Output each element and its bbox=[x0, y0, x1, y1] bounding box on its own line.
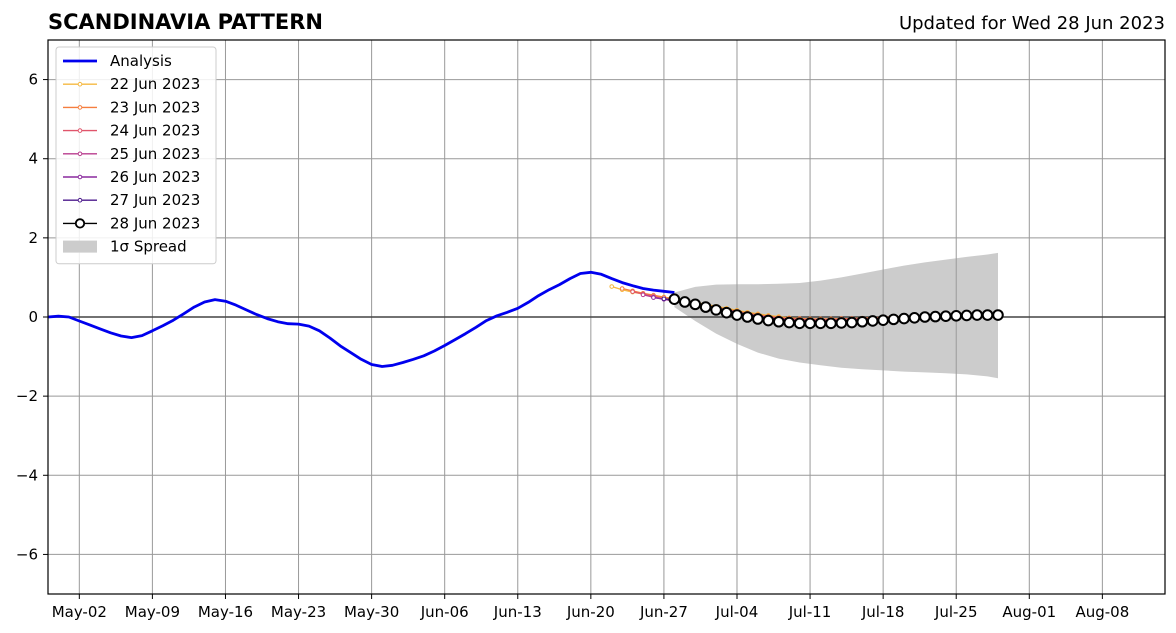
x-tick-label: Aug-01 bbox=[1002, 603, 1056, 621]
legend-item: 1σ Spread bbox=[63, 238, 187, 256]
forecast-point bbox=[960, 309, 973, 322]
chart-title: SCANDINAVIA PATTERN bbox=[48, 10, 323, 34]
y-tick-label: −4 bbox=[16, 466, 38, 484]
legend-item: 24 Jun 2023 bbox=[63, 122, 200, 140]
forecast-point bbox=[856, 315, 869, 328]
y-tick-label: 0 bbox=[28, 308, 38, 326]
legend-item: 26 Jun 2023 bbox=[63, 168, 200, 186]
spread-layer bbox=[674, 252, 998, 379]
forecast-point bbox=[793, 317, 806, 330]
legend-marker bbox=[77, 105, 83, 110]
x-tick-label: May-09 bbox=[125, 603, 180, 621]
forecast-point bbox=[950, 310, 963, 322]
legend-label: 1σ Spread bbox=[110, 238, 187, 256]
forecast-point bbox=[887, 313, 900, 326]
series-layer bbox=[47, 270, 1004, 368]
forecast-point bbox=[752, 313, 764, 325]
forecast-point bbox=[981, 309, 994, 321]
legend-marker bbox=[74, 218, 86, 229]
forecast-point bbox=[814, 317, 827, 330]
x-tick-label: May-02 bbox=[52, 603, 107, 621]
forecast-point bbox=[678, 296, 691, 308]
analysis-line bbox=[47, 270, 675, 368]
x-tick-label: Aug-08 bbox=[1075, 603, 1129, 621]
x-tick-label: Jun-13 bbox=[493, 603, 542, 621]
y-tick-label: −6 bbox=[16, 545, 38, 563]
x-tick-label: Jul-04 bbox=[715, 603, 759, 621]
forecast-point bbox=[804, 317, 816, 330]
legend-box bbox=[55, 46, 217, 265]
x-tick-label: Jul-25 bbox=[934, 603, 978, 621]
forecast-point bbox=[651, 295, 656, 300]
forecast-point bbox=[772, 315, 785, 328]
legend-item: 23 Jun 2023 bbox=[63, 98, 200, 116]
forecast-point bbox=[741, 311, 754, 323]
legend-label: 22 Jun 2023 bbox=[110, 75, 200, 93]
legend-label: Analysis bbox=[110, 52, 172, 70]
x-tick-label: May-16 bbox=[198, 603, 253, 621]
forecast-point bbox=[919, 311, 931, 323]
forecast-point bbox=[877, 314, 889, 326]
y-tick-label: 2 bbox=[28, 229, 38, 247]
x-tick-label: May-30 bbox=[344, 603, 399, 621]
chart-subtitle: Updated for Wed 28 Jun 2023 bbox=[899, 13, 1165, 34]
forecast-point bbox=[640, 292, 646, 298]
forecast-point bbox=[846, 316, 858, 329]
legend-label: 26 Jun 2023 bbox=[110, 168, 200, 186]
forecast-point bbox=[668, 293, 681, 305]
forecast-point bbox=[630, 289, 635, 294]
axes-layer: May-02 May-09 May-16 May-23 May-30 Jun-06 Jun-… bbox=[16, 39, 1166, 621]
forecast-point bbox=[762, 314, 775, 327]
legend-label: 27 Jun 2023 bbox=[110, 191, 200, 209]
legend-marker bbox=[77, 197, 83, 203]
forecast-point bbox=[661, 296, 667, 302]
forecast-point bbox=[731, 309, 743, 321]
forecast-point bbox=[908, 311, 921, 324]
forecast-point bbox=[835, 317, 848, 329]
legend-item: 27 Jun 2023 bbox=[63, 191, 200, 209]
x-tick-label: Jun-06 bbox=[420, 603, 469, 621]
forecast-point bbox=[720, 306, 733, 319]
y-tick-label: 4 bbox=[28, 150, 38, 168]
y-tick-label: −2 bbox=[16, 387, 38, 405]
legend-marker bbox=[77, 81, 83, 87]
x-tick-label: Jul-18 bbox=[861, 603, 905, 621]
forecast-point bbox=[710, 304, 722, 316]
x-tick-label: May-23 bbox=[271, 603, 326, 621]
forecast-point bbox=[929, 310, 942, 323]
legend-label: 25 Jun 2023 bbox=[110, 145, 200, 163]
legend: Analysis 22 Jun 2023 23 Jun 2023 24 Jun 202… bbox=[55, 46, 217, 265]
forecast-point bbox=[939, 310, 952, 323]
y-tick-label: 6 bbox=[28, 71, 38, 89]
legend-item: Analysis bbox=[63, 52, 172, 70]
forecast-point bbox=[971, 309, 983, 321]
forecast-point bbox=[609, 284, 615, 289]
legend-marker bbox=[77, 174, 83, 180]
legend-label: 23 Jun 2023 bbox=[110, 98, 200, 116]
forecast-point bbox=[825, 317, 837, 330]
legend-marker bbox=[77, 128, 83, 133]
x-tick-label: Jun-27 bbox=[639, 603, 688, 621]
forecast-point bbox=[992, 309, 1004, 321]
forecast-point bbox=[783, 316, 795, 329]
legend-item: 22 Jun 2023 bbox=[63, 75, 200, 93]
spread-band bbox=[674, 252, 998, 379]
legend-label: 24 Jun 2023 bbox=[110, 122, 200, 140]
legend-swatch bbox=[63, 240, 97, 253]
forecast-point bbox=[689, 298, 702, 311]
forecast-series bbox=[668, 293, 1004, 330]
legend-marker bbox=[77, 151, 83, 157]
forecast-point bbox=[699, 301, 712, 313]
forecast-point bbox=[898, 312, 910, 325]
forecast-point bbox=[866, 315, 879, 327]
x-tick-label: Jul-11 bbox=[788, 603, 832, 621]
legend-item: 25 Jun 2023 bbox=[63, 145, 200, 163]
x-tick-label: Jun-20 bbox=[566, 603, 615, 621]
forecast-point bbox=[619, 286, 625, 291]
legend-label: 28 Jun 2023 bbox=[110, 214, 200, 232]
legend-item: 28 Jun 2023 bbox=[63, 214, 200, 232]
